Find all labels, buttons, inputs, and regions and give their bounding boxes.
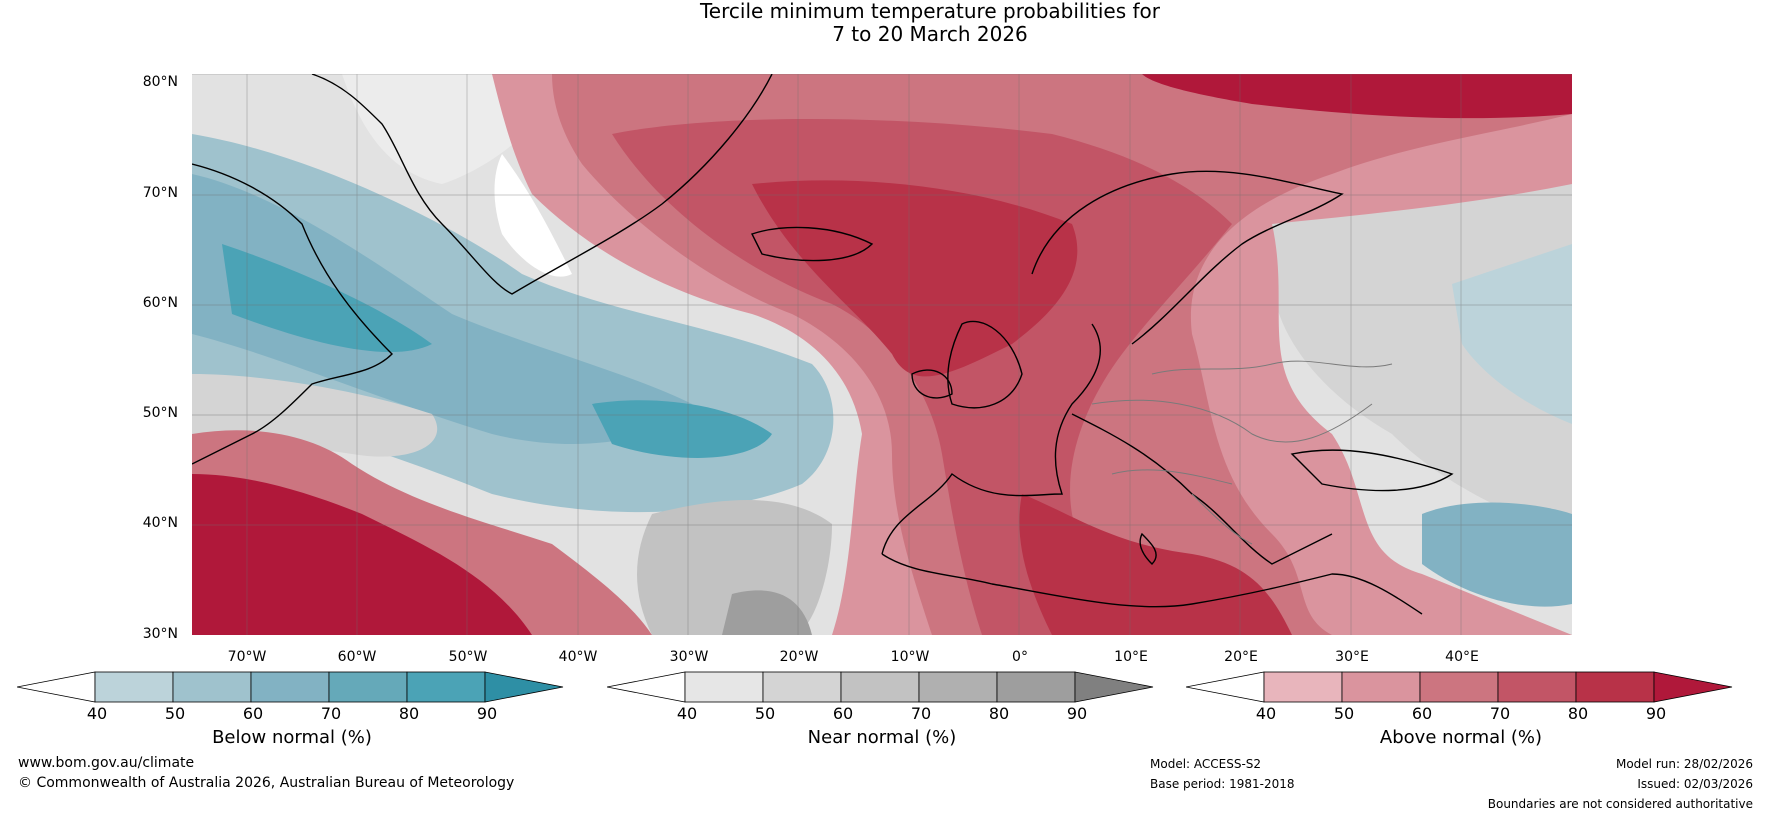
title-line-2: 7 to 20 March 2026 xyxy=(832,22,1028,46)
colorbar-title-near: Near normal (%) xyxy=(807,727,957,748)
lon-label-70w: 70°W xyxy=(227,649,267,665)
website-url: www.bom.gov.au/climate xyxy=(18,755,195,771)
title-line-1: Tercile minimum temperature probabilitie… xyxy=(699,0,1161,23)
colorbar-above-normal xyxy=(1186,671,1733,703)
lon-label-0: 0° xyxy=(1012,649,1028,665)
cb3-tick-50: 50 xyxy=(1333,704,1355,723)
copyright: © Commonwealth of Australia 2026, Austra… xyxy=(18,775,515,791)
colorbar-segment xyxy=(94,671,174,703)
cb2-tick-70: 70 xyxy=(910,704,932,723)
cb2-tick-90: 90 xyxy=(1066,704,1088,723)
colorbar-extend-high xyxy=(1653,671,1733,703)
lat-label-60n: 60°N xyxy=(142,295,178,311)
colorbar-extend-low xyxy=(1186,671,1265,703)
lon-label-40w: 40°W xyxy=(558,649,598,665)
colorbar-title-above: Above normal (%) xyxy=(1379,727,1543,748)
colorbar-segment xyxy=(1497,671,1577,703)
lon-label-60w: 60°W xyxy=(337,649,377,665)
lon-label-30w: 30°W xyxy=(669,649,709,665)
lat-label-30n: 30°N xyxy=(142,626,178,642)
cb2-tick-60: 60 xyxy=(832,704,854,723)
lon-label-30e: 30°E xyxy=(1335,649,1369,665)
cb1-tick-40: 40 xyxy=(86,704,108,723)
lon-label-10e: 10°E xyxy=(1114,649,1148,665)
lon-label-20w: 20°W xyxy=(779,649,819,665)
colorbar-extend-high xyxy=(484,671,564,703)
lon-label-20e: 20°E xyxy=(1224,649,1258,665)
cb3-tick-90: 90 xyxy=(1645,704,1667,723)
cb1-tick-60: 60 xyxy=(242,704,264,723)
colorbar-segment xyxy=(762,671,842,703)
lon-label-40e: 40°E xyxy=(1445,649,1479,665)
cb2-tick-40: 40 xyxy=(676,704,698,723)
cb3-tick-80: 80 xyxy=(1567,704,1589,723)
cb1-tick-70: 70 xyxy=(320,704,342,723)
base-period: Base period: 1981-2018 xyxy=(1150,777,1295,791)
colorbar-segment xyxy=(1575,671,1655,703)
colorbar-segment xyxy=(1419,671,1499,703)
lat-label-80n: 80°N xyxy=(142,74,178,90)
cb3-tick-70: 70 xyxy=(1489,704,1511,723)
colorbar-segment xyxy=(172,671,252,703)
boundary-disclaimer: Boundaries are not considered authoritat… xyxy=(1487,797,1753,811)
colorbar-segment xyxy=(406,671,486,703)
colorbar-segment xyxy=(840,671,920,703)
map-title: Tercile minimum temperature probabilitie… xyxy=(0,0,1770,46)
cb1-tick-80: 80 xyxy=(398,704,420,723)
colorbar-segment xyxy=(1263,671,1343,703)
lat-label-50n: 50°N xyxy=(142,405,178,421)
colorbar-title-below: Below normal (%) xyxy=(212,727,372,748)
cb2-tick-80: 80 xyxy=(988,704,1010,723)
issued-date: Issued: 02/03/2026 xyxy=(1637,777,1753,791)
probability-map xyxy=(192,74,1572,635)
model-run: Model run: 28/02/2026 xyxy=(1615,757,1753,771)
colorbar-extend-low xyxy=(607,671,686,703)
colorbar-segment xyxy=(1341,671,1421,703)
colorbar-extend-low xyxy=(17,671,96,703)
lon-label-50w: 50°W xyxy=(448,649,488,665)
colorbar-extend-high xyxy=(1074,671,1154,703)
colorbar-segment xyxy=(996,671,1076,703)
colorbar-near-normal xyxy=(607,671,1154,703)
cb1-tick-90: 90 xyxy=(476,704,498,723)
cb3-tick-40: 40 xyxy=(1255,704,1277,723)
cb2-tick-50: 50 xyxy=(754,704,776,723)
lat-label-70n: 70°N xyxy=(142,185,178,201)
colorbar-segment xyxy=(684,671,764,703)
lat-label-40n: 40°N xyxy=(142,515,178,531)
cb1-tick-50: 50 xyxy=(164,704,186,723)
colorbar-segment xyxy=(328,671,408,703)
colorbar-segment xyxy=(918,671,998,703)
cb3-tick-60: 60 xyxy=(1411,704,1433,723)
colorbar-below-normal xyxy=(17,671,564,703)
colorbar-segment xyxy=(250,671,330,703)
lon-label-10w: 10°W xyxy=(890,649,930,665)
model-name: Model: ACCESS-S2 xyxy=(1150,757,1262,771)
